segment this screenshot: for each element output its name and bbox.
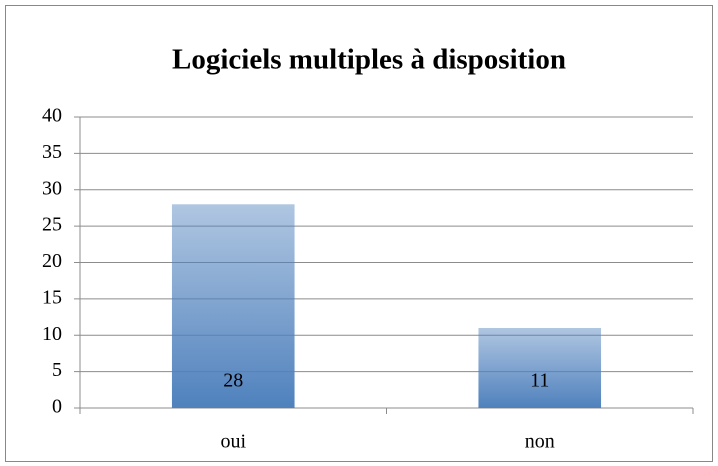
- bar: [171, 204, 295, 408]
- y-tick-label: 40: [42, 105, 62, 127]
- y-tick-label: 15: [42, 286, 62, 308]
- x-tick-label: oui: [220, 431, 246, 453]
- y-tick-label: 35: [42, 141, 62, 163]
- y-tick-label: 10: [42, 323, 62, 345]
- data-label: 11: [530, 370, 549, 392]
- y-tick-label: 20: [42, 250, 62, 272]
- y-tick-label: 0: [52, 396, 62, 418]
- x-tick-label: non: [525, 431, 555, 453]
- y-tick-label: 5: [52, 359, 62, 381]
- chart-title: Logiciels multiples à disposition: [172, 44, 566, 76]
- data-label: 28: [223, 370, 243, 392]
- y-tick-label: 30: [42, 177, 62, 199]
- bar: [478, 327, 602, 408]
- y-tick-label: 25: [42, 214, 62, 236]
